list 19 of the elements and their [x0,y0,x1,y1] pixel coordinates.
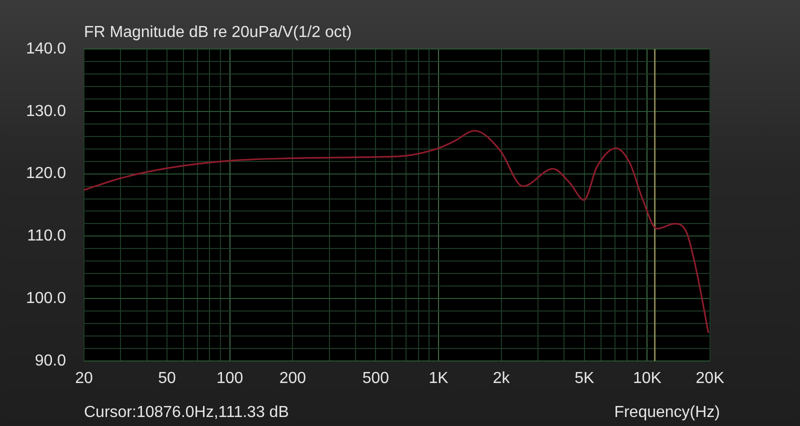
y-tick-label: 130.0 [26,102,66,120]
x-tick-label: 50 [158,370,176,388]
x-tick-label: 20K [696,370,725,388]
x-tick-label: 500 [362,370,390,388]
x-axis-title: Frequency(Hz) [614,404,720,422]
x-tick-label: 200 [279,370,306,388]
x-tick-label: 100 [216,370,244,388]
y-tick-label: 110.0 [27,228,66,245]
text: Cursor:10876.0Hz,111.33 dB [84,404,289,422]
x-tick-label: 10K [632,370,662,388]
y-tick-label: 120.0 [26,165,66,182]
y-tick-label: 140.0 [26,40,66,58]
chart-title: FR Magnitude dB re 20uPa/V(1/2 oct) [84,24,352,42]
y-tick-label: 90.0 [34,352,66,370]
x-tick-label: 2k [492,370,511,388]
x-tick-label: 5K [574,370,594,388]
x-tick-label: 1K [428,370,449,388]
y-tick-label: 100.0 [26,290,66,308]
x-tick-label: 20 [75,370,93,388]
